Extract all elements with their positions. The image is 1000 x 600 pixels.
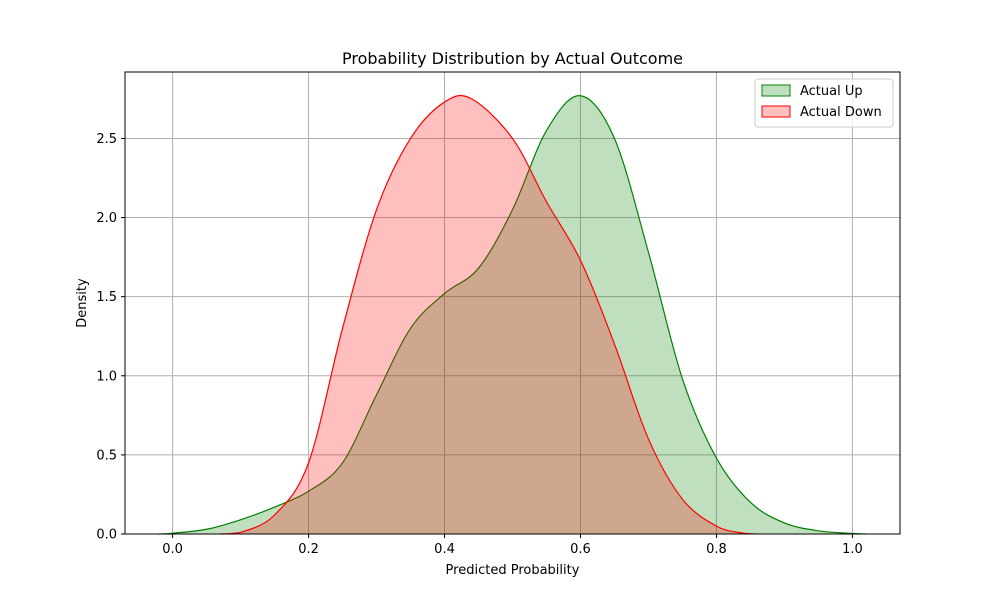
density-area-actual-down (220, 95, 758, 534)
x-tick-label: 1.0 (842, 542, 863, 557)
x-axis-label: Predicted Probability (446, 563, 580, 578)
ticks: 0.0 0.2 0.4 0.6 0.8 1.0 0.0 0.5 1.0 1.5 2.0 2.5 (96, 132, 862, 557)
density-line-actual-down (220, 94, 758, 535)
x-tick-label: 0.4 (434, 542, 455, 557)
series-layer (158, 94, 867, 535)
y-tick-label: 0.5 (96, 448, 117, 463)
x-tick-label: 0.2 (298, 542, 319, 557)
legend-label-actual-down: Actual Down (800, 105, 882, 120)
legend-swatch-actual-up (761, 84, 791, 97)
legend: Actual Up Actual Down (754, 78, 894, 128)
x-tick-label: 0.0 (162, 542, 183, 557)
plot-frame (124, 71, 901, 535)
y-tick-label: 1.0 (96, 369, 117, 384)
y-tick-label: 2.5 (96, 132, 117, 147)
x-tick-label: 0.6 (570, 542, 591, 557)
y-axis-label: Density (75, 278, 90, 328)
legend-label-actual-up: Actual Up (800, 84, 863, 99)
chart-title: Probability Distribution by Actual Outco… (342, 49, 683, 68)
density-line-actual-up (158, 95, 867, 535)
y-tick-label: 2.0 (96, 211, 117, 226)
y-tick-label: 1.5 (96, 290, 117, 305)
density-area-actual-up (158, 95, 867, 534)
legend-swatch-actual-down (761, 105, 791, 118)
x-tick-label: 0.8 (706, 542, 727, 557)
y-tick-label: 0.0 (96, 528, 117, 543)
